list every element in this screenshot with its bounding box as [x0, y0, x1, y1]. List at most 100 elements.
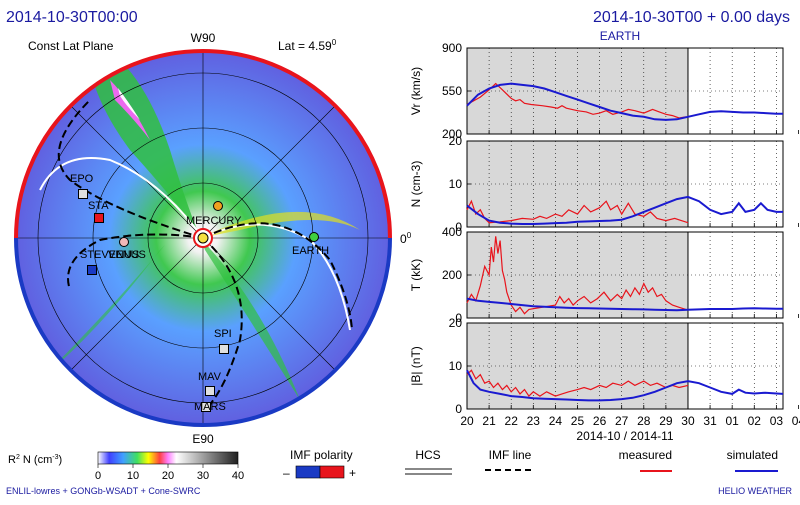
hcs-legend: HCS: [405, 448, 452, 475]
spi-marker: [219, 344, 229, 354]
panel-4: 0 10 20 |B| (nT): [409, 316, 799, 416]
imf-line-legend: IMF line: [485, 448, 535, 471]
stevenus-marker: [87, 265, 97, 275]
y-axis-label: T (kK): [409, 259, 423, 291]
x-tick-label: 31: [703, 414, 717, 428]
measured-series: [466, 369, 689, 398]
simulated-series: [466, 369, 784, 402]
lat-label: Lat = 4.590: [278, 38, 337, 53]
x-tick-label: 22: [505, 414, 519, 428]
venus-label: VENUS: [108, 249, 146, 261]
top-angle-label: W90: [191, 31, 216, 45]
simulated-series: [466, 297, 783, 312]
earth-label: EARTH: [292, 245, 329, 257]
y-axis-label: Vr (km/s): [409, 67, 423, 115]
colorbar: R2 N (cm-3) 0 10 20 30 40: [8, 451, 244, 482]
measured-series: [466, 236, 686, 315]
colorbar-tick-label: 0: [95, 470, 101, 482]
y-tick-label: 550: [442, 84, 462, 98]
bottom-angle-label: E90: [192, 432, 214, 446]
y-axis-label: |B| (nT): [409, 346, 423, 386]
y-tick-label: 20: [449, 134, 463, 148]
earth-marker: [309, 232, 319, 242]
stream-band-2: [200, 238, 300, 400]
x-tick-label: 04: [792, 414, 800, 428]
x-tick-label: 03: [770, 414, 784, 428]
y-axis-label: N (cm-3): [409, 161, 423, 208]
mav-marker: [205, 386, 215, 396]
x-tick-label: 28: [637, 414, 651, 428]
mercury-marker: [213, 201, 223, 211]
colorbar-tick-label: 40: [232, 470, 244, 482]
imf-plus-label: +: [349, 466, 356, 480]
left-credit: ENLIL-lowres + GONGb-WSADT + Cone-SWRC: [6, 486, 201, 496]
y-tick-label: 10: [449, 177, 463, 191]
x-tick-label: 29: [659, 414, 673, 428]
x-tick-label: 24: [549, 414, 563, 428]
plane-label: Const Lat Plane: [28, 39, 114, 53]
left-title: 2014-10-30T00:00: [6, 9, 138, 26]
colorbar-tick-label: 30: [197, 470, 209, 482]
mars-marker: [201, 402, 211, 412]
measured-label: measured: [619, 448, 672, 462]
cme-peak: [118, 88, 140, 120]
sta-marker: [94, 213, 104, 223]
polar-density-map: [14, 49, 392, 427]
measured-series: [466, 199, 689, 224]
spi-label: SPI: [214, 328, 232, 340]
colorbar-label: R2 N (cm-3): [8, 454, 62, 466]
colorbar-gradient: [97, 451, 239, 465]
cme-structure: [90, 60, 198, 232]
stevenus-label: STEVENUS: [80, 249, 139, 261]
epo-label: EPO: [70, 173, 94, 185]
hcs-label: HCS: [415, 448, 440, 462]
imf-line-4: [57, 99, 204, 239]
venus-marker: [119, 237, 129, 247]
right-angle-label: 00: [400, 231, 412, 246]
epo-marker: [78, 189, 88, 199]
sun-icon: [197, 232, 209, 244]
sta-label: STA: [88, 200, 109, 212]
y-tick-label: 200: [442, 127, 462, 141]
panel-2: 0 10 20 N (cm-3): [409, 134, 799, 234]
imf-negative-swatch: [295, 465, 321, 479]
colorbar-tick-label: 10: [127, 470, 139, 482]
y-tick-label: 200: [442, 268, 462, 282]
x-tick-label: 27: [615, 414, 629, 428]
right-title: 2014-10-30T00 + 0.00 days: [593, 9, 790, 26]
polarity-ring-positive: [14, 49, 392, 239]
mav-label: MAV: [198, 371, 222, 383]
y-tick-label: 20: [449, 316, 463, 330]
imf-polarity-label: IMF polarity: [290, 448, 353, 462]
x-tick-label: 30: [681, 414, 695, 428]
panel-1: 200 550 900 Vr (km/s): [409, 41, 799, 141]
mars-label: MARS: [194, 401, 226, 413]
x-tick-label: 26: [593, 414, 607, 428]
imf-line-label: IMF line: [489, 448, 532, 462]
simulated-series: [466, 195, 783, 225]
imf-line-2: [202, 222, 353, 331]
y-tick-label: 10: [449, 359, 463, 373]
density-structures: [40, 60, 360, 400]
polarity-ring-negative: [14, 237, 392, 427]
y-tick-label: 400: [442, 225, 462, 239]
x-tick-label: 25: [571, 414, 585, 428]
simulated-series: [466, 82, 783, 121]
panel-3: 0 200 400 T (kK): [409, 225, 799, 325]
right-credit: HELIO WEATHER: [718, 486, 792, 496]
imf-minus-label: –: [283, 466, 290, 480]
x-tick-label: 21: [482, 414, 496, 428]
imf-polarity-legend: IMF polarity – +: [283, 448, 356, 480]
y-tick-label: 0: [455, 402, 462, 416]
y-tick-label: 0: [455, 311, 462, 325]
y-tick-label: 900: [442, 41, 462, 55]
x-tick-label: 01: [725, 414, 739, 428]
simulated-label: simulated: [727, 448, 778, 462]
imf-line-1: [67, 233, 204, 291]
x-tick-label: 02: [748, 414, 762, 428]
y-tick-label: 0: [455, 220, 462, 234]
mercury-label: MERCURY: [186, 215, 242, 227]
